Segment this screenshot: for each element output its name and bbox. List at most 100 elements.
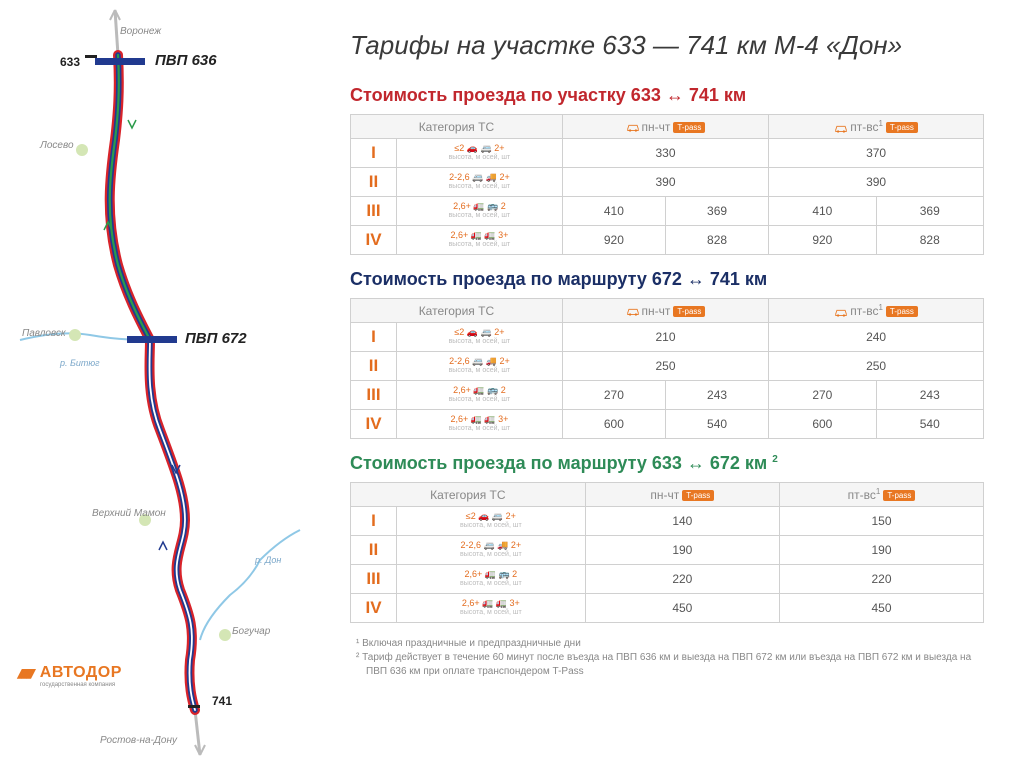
- price-cell: 220: [585, 565, 779, 594]
- hdr-col1: пн-чтT-pass: [562, 299, 768, 323]
- price-cell: 828: [876, 226, 983, 255]
- hdr-col1: пн-чтT-pass: [585, 483, 779, 507]
- price-cell: 450: [585, 594, 779, 623]
- km-end-label: 741: [212, 694, 232, 708]
- cat-spec: 2,6+ 🚛 🚌 2высота, м осей, шт: [397, 197, 563, 226]
- price-cell: 540: [876, 410, 983, 439]
- price-cell: 240: [769, 323, 984, 352]
- table-row: II2-2,6 🚐 🚚 2+высота, м осей, шт190190: [351, 536, 984, 565]
- price-cell: 243: [665, 381, 768, 410]
- price-cell: 920: [562, 226, 665, 255]
- town-mamon: Верхний Мамон: [92, 508, 166, 519]
- table-row: III2,6+ 🚛 🚌 2высота, м осей, шт270243270…: [351, 381, 984, 410]
- price-cell: 250: [769, 352, 984, 381]
- price-cell: 390: [562, 168, 768, 197]
- hdr-cat: Категория ТС: [351, 483, 586, 507]
- cat-spec: ≤2 🚗 🚐 2+высота, м осей, шт: [397, 139, 563, 168]
- page-title: Тарифы на участке 633 — 741 км М-4 «Дон»: [350, 30, 984, 61]
- table-row: I≤2 🚗 🚐 2+высота, м осей, шт210240: [351, 323, 984, 352]
- price-cell: 600: [562, 410, 665, 439]
- cat-roman: III: [351, 381, 397, 410]
- price-cell: 410: [562, 197, 665, 226]
- table-row: II2-2,6 🚐 🚚 2+высота, м осей, шт250250: [351, 352, 984, 381]
- hdr-cat: Категория ТС: [351, 299, 563, 323]
- price-cell: 140: [585, 507, 779, 536]
- river-bitug: р. Битюг: [60, 358, 100, 368]
- table-row: I≤2 🚗 🚐 2+высота, м осей, шт140150: [351, 507, 984, 536]
- table-title-0: Стоимость проезда по участку 633 ↔ 741 к…: [350, 85, 984, 106]
- table-row: III2,6+ 🚛 🚌 2высота, м осей, шт220220: [351, 565, 984, 594]
- river-don: р. Дон: [255, 555, 281, 565]
- price-cell: 210: [562, 323, 768, 352]
- town-pavlovsk: Павловск: [22, 328, 66, 339]
- price-cell: 190: [585, 536, 779, 565]
- tpass-badge: T-pass: [886, 122, 918, 133]
- tariff-table-0: Категория ТСпн-чтT-passпт-вс1T-pass I≤2 🚗…: [350, 114, 984, 255]
- price-cell: 600: [769, 410, 876, 439]
- cat-roman: II: [351, 536, 397, 565]
- price-cell: 450: [780, 594, 984, 623]
- cat-roman: III: [351, 197, 397, 226]
- cat-spec: ≤2 🚗 🚐 2+высота, м осей, шт: [397, 507, 586, 536]
- map-panel: Воронеж 633 ПВП 636 Лосево Павловск ПВП …: [0, 0, 340, 768]
- cat-roman: IV: [351, 226, 397, 255]
- town-losevo: Лосево: [40, 140, 74, 151]
- hdr-col2: пт-вс1T-pass: [769, 115, 984, 139]
- price-cell: 540: [665, 410, 768, 439]
- price-cell: 270: [769, 381, 876, 410]
- city-north: Воронеж: [120, 26, 161, 37]
- town-boguchar: Богучар: [232, 626, 270, 637]
- footnote-2: ² Тариф действует в течение 60 минут пос…: [350, 651, 984, 679]
- footnotes: ¹ Включая праздничные и предпраздничные …: [350, 637, 984, 679]
- price-cell: 270: [562, 381, 665, 410]
- tariff-tables: Стоимость проезда по участку 633 ↔ 741 к…: [350, 85, 984, 623]
- table-row: II2-2,6 🚐 🚚 2+высота, м осей, шт390390: [351, 168, 984, 197]
- cat-spec: 2-2,6 🚐 🚚 2+высота, м осей, шт: [397, 352, 563, 381]
- cat-roman: IV: [351, 594, 397, 623]
- table-row: III2,6+ 🚛 🚌 2высота, м осей, шт410369410…: [351, 197, 984, 226]
- table-title-2: Стоимость проезда по маршруту 633 ↔ 672 …: [350, 453, 984, 474]
- table-title-1: Стоимость проезда по маршруту 672 ↔ 741 …: [350, 269, 984, 290]
- hdr-cat: Категория ТС: [351, 115, 563, 139]
- price-cell: 370: [769, 139, 984, 168]
- table-row: IV2,6+ 🚛 🚛 3+высота, м осей, шт920828920…: [351, 226, 984, 255]
- footnote-1: ¹ Включая праздничные и предпраздничные …: [350, 637, 984, 651]
- cat-spec: ≤2 🚗 🚐 2+высота, м осей, шт: [397, 323, 563, 352]
- price-cell: 150: [780, 507, 984, 536]
- cat-spec: 2-2,6 🚐 🚚 2+высота, м осей, шт: [397, 536, 586, 565]
- cat-roman: II: [351, 168, 397, 197]
- cat-spec: 2,6+ 🚛 🚌 2высота, м осей, шт: [397, 565, 586, 594]
- tariff-table-1: Категория ТСпн-чтT-passпт-вс1T-passI≤2 🚗…: [350, 298, 984, 439]
- tpass-badge: T-pass: [682, 490, 714, 501]
- avtodor-logo: АВТОДОР государственная компания: [18, 664, 122, 688]
- cat-roman: I: [351, 139, 397, 168]
- tpass-badge: T-pass: [673, 122, 705, 133]
- pvp2-label: ПВП 672: [185, 330, 247, 347]
- hdr-col2: пт-вс1T-pass: [769, 299, 984, 323]
- cat-roman: III: [351, 565, 397, 594]
- table-row: IV2,6+ 🚛 🚛 3+высота, м осей, шт600540600…: [351, 410, 984, 439]
- city-south: Ростов-на-Дону: [100, 735, 177, 746]
- price-cell: 330: [562, 139, 768, 168]
- price-cell: 250: [562, 352, 768, 381]
- cat-spec: 2,6+ 🚛 🚛 3+высота, м осей, шт: [397, 594, 586, 623]
- cat-spec: 2,6+ 🚛 🚛 3+высота, м осей, шт: [397, 226, 563, 255]
- price-cell: 243: [876, 381, 983, 410]
- logo-subtext: государственная компания: [18, 682, 122, 688]
- hdr-col1: пн-чтT-pass: [562, 115, 768, 139]
- content-panel: Тарифы на участке 633 — 741 км М-4 «Дон»…: [340, 0, 1024, 768]
- price-cell: 920: [769, 226, 876, 255]
- route-map-svg: [0, 0, 340, 768]
- tpass-badge: T-pass: [886, 306, 918, 317]
- car-icon: [626, 121, 640, 133]
- cat-roman: I: [351, 507, 397, 536]
- cat-roman: II: [351, 352, 397, 381]
- cat-spec: 2-2,6 🚐 🚚 2+высота, м осей, шт: [397, 168, 563, 197]
- cat-roman: IV: [351, 410, 397, 439]
- price-cell: 390: [769, 168, 984, 197]
- car-icon: [834, 122, 848, 134]
- tpass-badge: T-pass: [673, 306, 705, 317]
- car-icon: [834, 306, 848, 318]
- price-cell: 828: [665, 226, 768, 255]
- price-cell: 369: [876, 197, 983, 226]
